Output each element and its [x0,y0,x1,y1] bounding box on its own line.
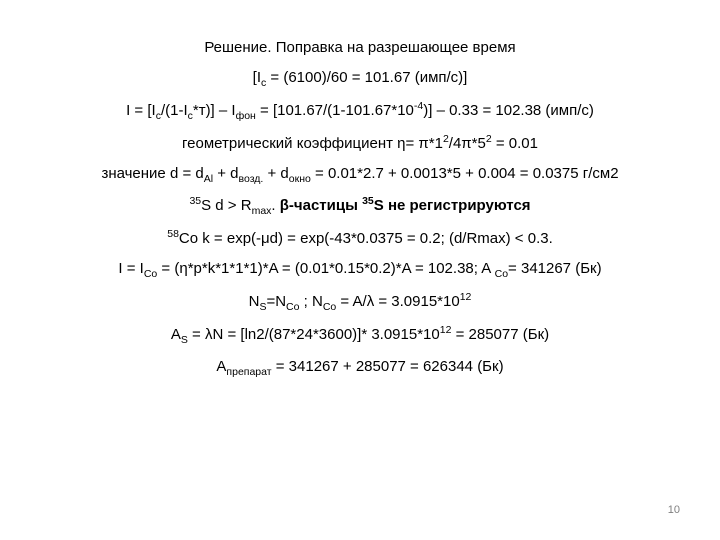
slide-body: Решение. Поправка на разрешающее время [… [0,0,720,540]
page-number: 10 [668,502,680,520]
line-5: значение d = dAl + dвозд. + dокно = 0.01… [30,162,690,188]
line-11: Aпрепарат = 341267 + 285077 = 626344 (Бк… [30,355,690,381]
line-3: I = [Iс/(1-Iс*т)] – Iфон = [101.67/(1-10… [30,98,690,125]
line-10: AS = λN = [ln2/(87*24*3600)]* 3.0915*101… [30,322,690,349]
line-9: NS=NCo ; NCo = A/λ = 3.0915*1012 [30,289,690,316]
line-4: геометрический коэффициент η= π*12/4π*52… [30,131,690,156]
line-8: I = ICo = (η*p*k*1*1*1)*A = (0.01*0.15*0… [30,257,690,283]
line-7: 58Co k = exp(-μd) = exp(-43*0.0375 = 0.2… [30,226,690,251]
line-2: [Iс = (6100)/60 = 101.67 (имп/с)] [30,66,690,92]
line-1: Решение. Поправка на разрешающее время [30,36,690,60]
line-6: 35S d > Rmax. β-частицы 35S не регистрир… [30,193,690,220]
